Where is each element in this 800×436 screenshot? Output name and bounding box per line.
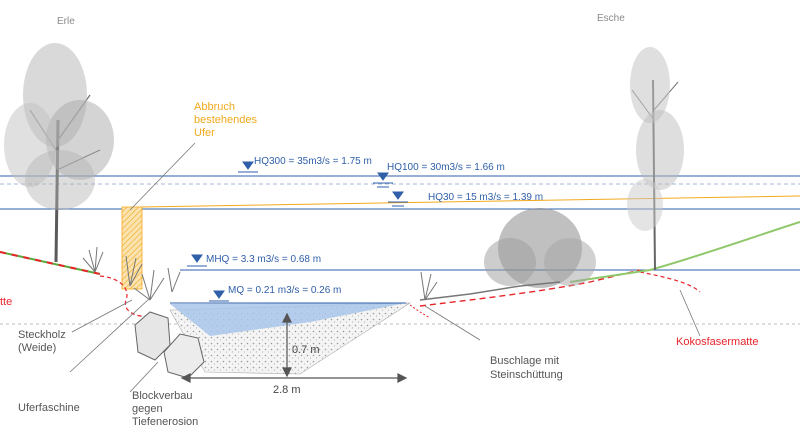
- hq300-label: HQ300 = 35m3/s = 1.75 m: [254, 156, 372, 167]
- erle-label: Erle: [57, 16, 75, 27]
- existing-bank-line: [139, 195, 800, 208]
- coir-mat-right-label: Kokosfasermatte: [676, 336, 759, 348]
- bush: [419, 208, 596, 301]
- mq-label: MQ = 0.21 m3/s = 0.26 m: [228, 285, 341, 296]
- esche-label: Esche: [597, 13, 625, 24]
- willow-plants: [82, 246, 438, 301]
- bush-label-line1: Buschlage mit: [490, 355, 559, 367]
- width-dimension: [180, 373, 408, 383]
- bush-label-line2: Steinschüttung: [490, 369, 563, 381]
- fascine-label: Uferfaschine: [18, 402, 80, 414]
- hq300-line: [0, 175, 800, 185]
- hq30-label: HQ30 = 15 m3/s = 1.39 m: [428, 192, 543, 203]
- stone-blocks: [134, 311, 205, 379]
- hq30-marker: [388, 191, 408, 207]
- left-coir-mat-dash: [0, 251, 101, 275]
- block-label-line2: gegen: [132, 403, 163, 415]
- mhq-marker: [187, 254, 207, 271]
- block-label-line3: Tiefenerosion: [132, 416, 198, 428]
- mhq-label: MHQ = 3.3 m3/s = 0.68 m: [206, 254, 321, 265]
- depth-dimension: [282, 312, 292, 378]
- demolition-label-line3: Ufer: [194, 127, 215, 139]
- hq300-marker: [238, 161, 258, 177]
- depth-label: 0.7 m: [292, 344, 320, 356]
- width-label: 2.8 m: [273, 384, 301, 396]
- cutting-label-line1: Steckholz: [18, 329, 66, 341]
- esche-tree: [627, 47, 684, 271]
- right-meadow: [569, 221, 800, 283]
- mq-marker: [209, 290, 229, 302]
- left-red-contour: [99, 275, 151, 317]
- demolition-label-line1: Abbruch: [194, 101, 235, 113]
- hq100-marker: [373, 172, 393, 188]
- hq100-label: HQ100 = 30m3/s = 1.66 m: [387, 162, 505, 173]
- demolition-label-line2: bestehendes: [194, 114, 257, 126]
- leader-lines: [69, 142, 701, 393]
- right-red-contour: [639, 271, 701, 293]
- erle-tree: [4, 43, 114, 263]
- block-label-line1: Blockverbau: [132, 390, 193, 402]
- coir-mat-left-label: tte: [0, 296, 12, 308]
- demolition-area: [121, 206, 143, 290]
- cutting-label-line2: (Weide): [18, 342, 56, 354]
- right-bank-soil: [409, 304, 431, 319]
